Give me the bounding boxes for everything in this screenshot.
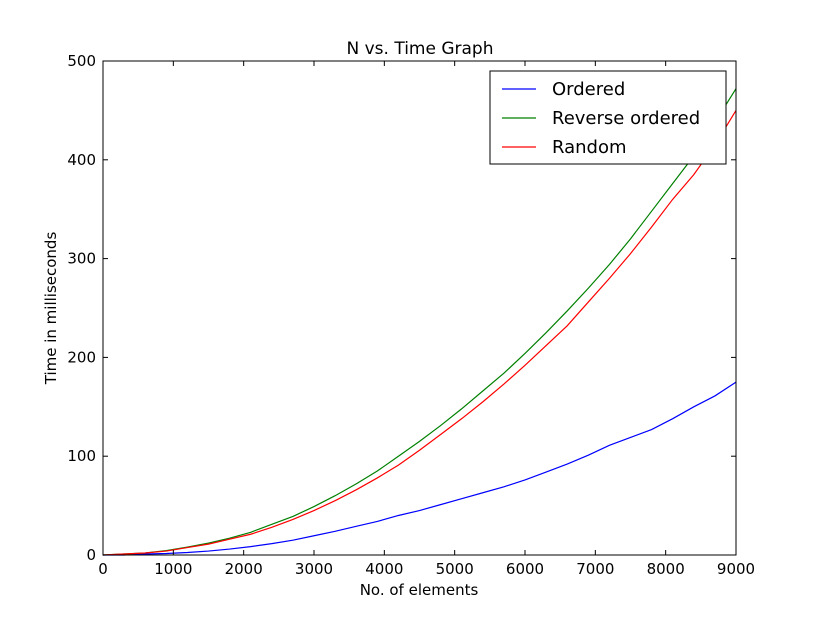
legend-label-3: Random xyxy=(552,137,627,158)
x-tick-label: 0 xyxy=(98,560,108,578)
y-tick-label: 0 xyxy=(86,546,96,564)
legend-label-2: Reverse ordered xyxy=(552,108,700,129)
x-tick-label: 6000 xyxy=(506,560,544,578)
x-tick-label: 2000 xyxy=(225,560,263,578)
y-tick-label: 200 xyxy=(67,348,96,366)
series-line-2 xyxy=(102,88,737,556)
x-tick-label: 7000 xyxy=(576,560,614,578)
x-axis: 0 1000 2000 3000 4000 5000 6000 7000 8000 9000 xyxy=(98,61,755,578)
y-axis-label: Time in milliseconds xyxy=(42,232,60,386)
y-tick-label: 100 xyxy=(67,447,96,465)
x-tick-label: 3000 xyxy=(295,560,333,578)
x-axis-label: No. of elements xyxy=(360,581,479,599)
y-axis: 0 100 200 300 400 500 xyxy=(67,52,736,564)
y-tick-label: 300 xyxy=(67,250,96,268)
plot-frame xyxy=(102,60,737,556)
legend: Ordered Reverse ordered Random xyxy=(489,70,727,165)
series-line-3 xyxy=(102,110,737,556)
chart-title: N vs. Time Graph xyxy=(347,39,494,59)
x-tick-label: 9000 xyxy=(717,560,755,578)
x-tick-label: 1000 xyxy=(154,560,192,578)
y-tick-label: 500 xyxy=(67,52,96,70)
y-tick-label: 400 xyxy=(67,151,96,169)
series-line-1 xyxy=(103,381,737,556)
legend-label-1: Ordered xyxy=(552,79,625,100)
x-tick-label: 5000 xyxy=(436,560,474,578)
x-tick-label: 4000 xyxy=(365,560,403,578)
x-tick-label: 8000 xyxy=(647,560,685,578)
